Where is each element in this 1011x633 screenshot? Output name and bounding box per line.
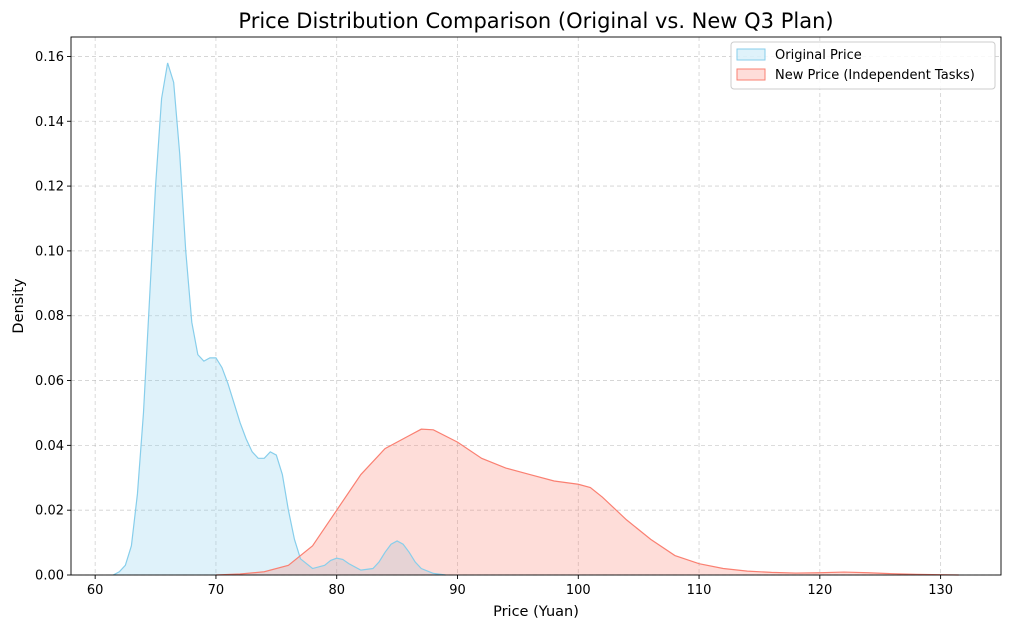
legend: Original Price New Price (Independent Ta… bbox=[730, 41, 996, 90]
y-tick-label: 0.04 bbox=[35, 439, 64, 454]
axes-layer: 60 70 80 90 100 110 120 130 0.00 0.02 0.04 0.06 0.08… bbox=[35, 36, 1002, 598]
series-layer bbox=[112, 62, 959, 576]
x-tick-label: 100 bbox=[566, 583, 591, 598]
legend-swatch-new-price bbox=[736, 68, 766, 81]
x-tick-label: 120 bbox=[807, 583, 832, 598]
series-area-new-price bbox=[215, 429, 959, 575]
series-line-original-price bbox=[112, 62, 446, 576]
legend-label-new-price: New Price (Independent Tasks) bbox=[775, 68, 975, 83]
y-tick-label: 0.06 bbox=[35, 374, 64, 389]
chart-title: Price Distribution Comparison (Original … bbox=[238, 9, 833, 33]
x-tick-label: 70 bbox=[208, 583, 225, 598]
x-tick-label: 80 bbox=[328, 583, 345, 598]
y-tick-label: 0.00 bbox=[35, 569, 64, 584]
legend-label-original-price: Original Price bbox=[775, 48, 862, 63]
y-tick-label: 0.08 bbox=[35, 309, 64, 324]
plot-frame bbox=[70, 36, 1002, 576]
x-tick-label: 130 bbox=[928, 583, 953, 598]
legend-swatch-original-price bbox=[736, 48, 766, 61]
y-tick-label: 0.02 bbox=[35, 504, 64, 519]
grid-layer bbox=[71, 37, 1001, 576]
series-line-new-price bbox=[215, 428, 959, 576]
x-tick-label: 60 bbox=[87, 583, 104, 598]
x-tick-label: 110 bbox=[687, 583, 712, 598]
x-axis-label: Price (Yuan) bbox=[493, 604, 579, 620]
series-area-original-price bbox=[113, 62, 446, 576]
legend-frame bbox=[730, 41, 996, 90]
y-tick-label: 0.12 bbox=[35, 180, 64, 195]
x-tick-label: 90 bbox=[449, 583, 466, 598]
y-tick-label: 0.16 bbox=[35, 50, 64, 65]
y-tick-label: 0.14 bbox=[35, 115, 64, 130]
y-tick-label: 0.10 bbox=[35, 244, 64, 259]
y-axis-label: Density bbox=[11, 278, 27, 334]
